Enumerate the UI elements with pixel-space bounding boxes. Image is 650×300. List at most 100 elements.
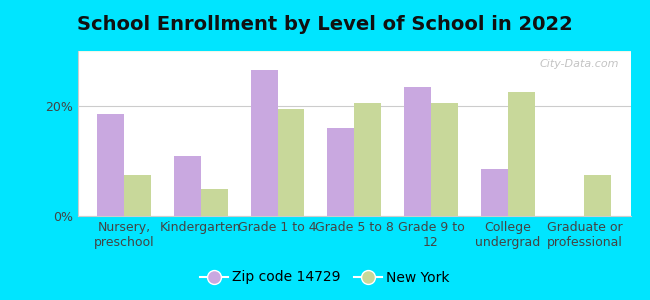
Bar [78,52,630,53]
Bar [78,52,630,54]
Bar [78,52,630,53]
Bar [78,51,630,53]
Bar [78,52,630,54]
Bar [78,51,630,53]
Bar [78,52,630,53]
Bar [78,52,630,54]
Bar [78,52,630,54]
Bar [78,52,630,54]
Bar [78,52,630,53]
Bar [78,52,630,53]
Bar [78,52,630,53]
Bar [78,52,630,54]
Bar [78,52,630,54]
Bar [251,70,278,216]
Bar [78,52,630,54]
Bar [78,52,630,54]
Bar [78,52,630,54]
Bar [78,52,630,54]
Bar [78,52,630,53]
Bar [78,52,630,54]
Bar [78,52,630,54]
Bar [78,52,630,54]
Bar [78,52,630,54]
Bar [78,52,630,54]
Bar [78,52,630,54]
Bar [78,52,630,54]
Bar [78,52,630,53]
Bar [78,52,630,53]
Bar [78,52,630,54]
Bar [404,87,431,216]
Bar [78,52,630,54]
Bar [78,52,630,54]
Bar [78,51,630,53]
Bar [78,52,630,53]
Bar [78,52,630,54]
Legend: Zip code 14729, New York: Zip code 14729, New York [194,265,456,290]
Bar [78,52,630,54]
Bar [78,51,630,53]
Bar [78,52,630,54]
Bar [278,109,304,216]
Bar [78,52,630,53]
Bar [78,52,630,53]
Bar [78,51,630,53]
Bar [78,52,630,53]
Bar [78,52,630,54]
Bar [431,103,458,216]
Bar [78,51,630,53]
Bar [78,51,630,53]
Bar [78,52,630,54]
Bar [78,52,630,53]
Bar [78,52,630,53]
Bar [78,52,630,53]
Bar [78,51,630,53]
Bar [78,52,630,53]
Bar [78,52,630,54]
Bar [78,52,630,53]
Bar [78,51,630,53]
Bar [78,52,630,53]
Bar [78,52,630,54]
Bar [78,52,630,54]
Bar [328,128,354,216]
Bar [78,51,630,53]
Bar [78,51,630,53]
Bar [481,169,508,216]
Bar [78,51,630,53]
Bar [78,52,630,54]
Bar [78,51,630,53]
Bar [78,51,630,53]
Bar [78,52,630,53]
Bar [78,52,630,54]
Bar [78,51,630,53]
Bar [78,52,630,54]
Bar [78,52,630,53]
Bar [78,52,630,54]
Bar [78,51,630,53]
Bar [584,175,611,216]
Bar [78,52,630,54]
Bar [201,188,227,216]
Bar [78,52,630,54]
Bar [78,52,630,53]
Text: School Enrollment by Level of School in 2022: School Enrollment by Level of School in … [77,15,573,34]
Bar [78,52,630,53]
Bar [78,52,630,54]
Bar [78,52,630,53]
Bar [78,51,630,53]
Bar [78,51,630,53]
Bar [78,51,630,53]
Bar [78,51,630,53]
Bar [78,51,630,53]
Bar [78,52,630,54]
Bar [78,51,630,53]
Bar [78,52,630,54]
Bar [78,52,630,54]
Bar [78,51,630,53]
Bar [78,52,630,53]
Bar [78,52,630,54]
Bar [124,175,151,216]
Bar [78,51,630,53]
